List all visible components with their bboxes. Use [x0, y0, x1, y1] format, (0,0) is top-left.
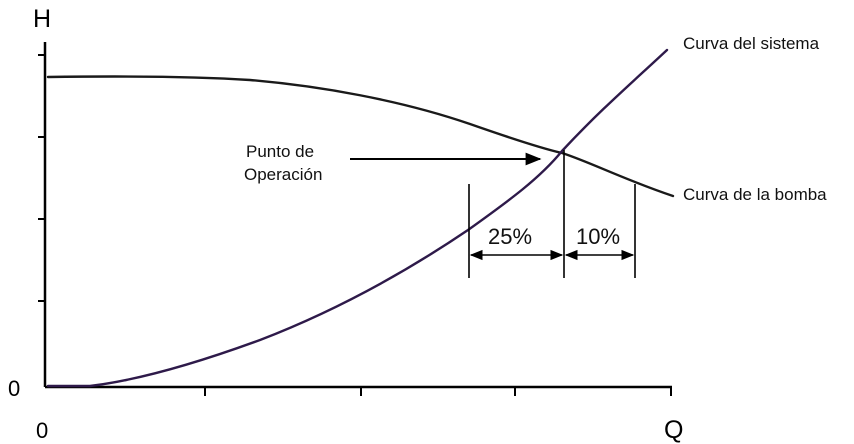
system-curve-label: Curva del sistema	[683, 34, 820, 53]
y-axis-label: H	[33, 5, 51, 33]
y-axis-ticks	[38, 54, 45, 302]
operating-point-label-line2: Operación	[244, 165, 322, 184]
pump-curve	[46, 75, 675, 198]
y-origin-label: 0	[8, 376, 20, 401]
pump-curve-label: Curva de la bomba	[683, 185, 827, 204]
x-origin-label: 0	[36, 418, 48, 443]
left-margin-percent: 25%	[488, 224, 532, 249]
x-axis-label: Q	[664, 416, 683, 444]
right-margin-percent: 10%	[576, 224, 620, 249]
x-axis-ticks	[204, 387, 672, 396]
system-curve	[46, 48, 669, 388]
operating-point-label-line1: Punto de	[246, 142, 314, 161]
